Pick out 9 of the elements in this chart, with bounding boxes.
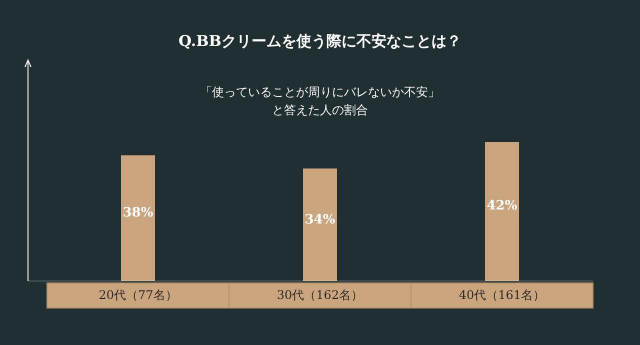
x-tick-label: 40代（161名） bbox=[458, 288, 546, 302]
x-tick-label: 20代（77名） bbox=[98, 288, 178, 302]
data-label: 42% bbox=[486, 198, 518, 214]
data-label: 38% bbox=[122, 205, 154, 220]
x-tick-label: 30代（162名） bbox=[276, 288, 364, 302]
text: と答えた人の割合 bbox=[272, 103, 368, 118]
chart-subtitle: 「使っていることが周りにバレないか不安」 bbox=[200, 85, 440, 100]
data-label: 34% bbox=[304, 212, 336, 228]
chart-title: Q.BBクリームを使う際に不安なことは？ bbox=[178, 32, 462, 50]
